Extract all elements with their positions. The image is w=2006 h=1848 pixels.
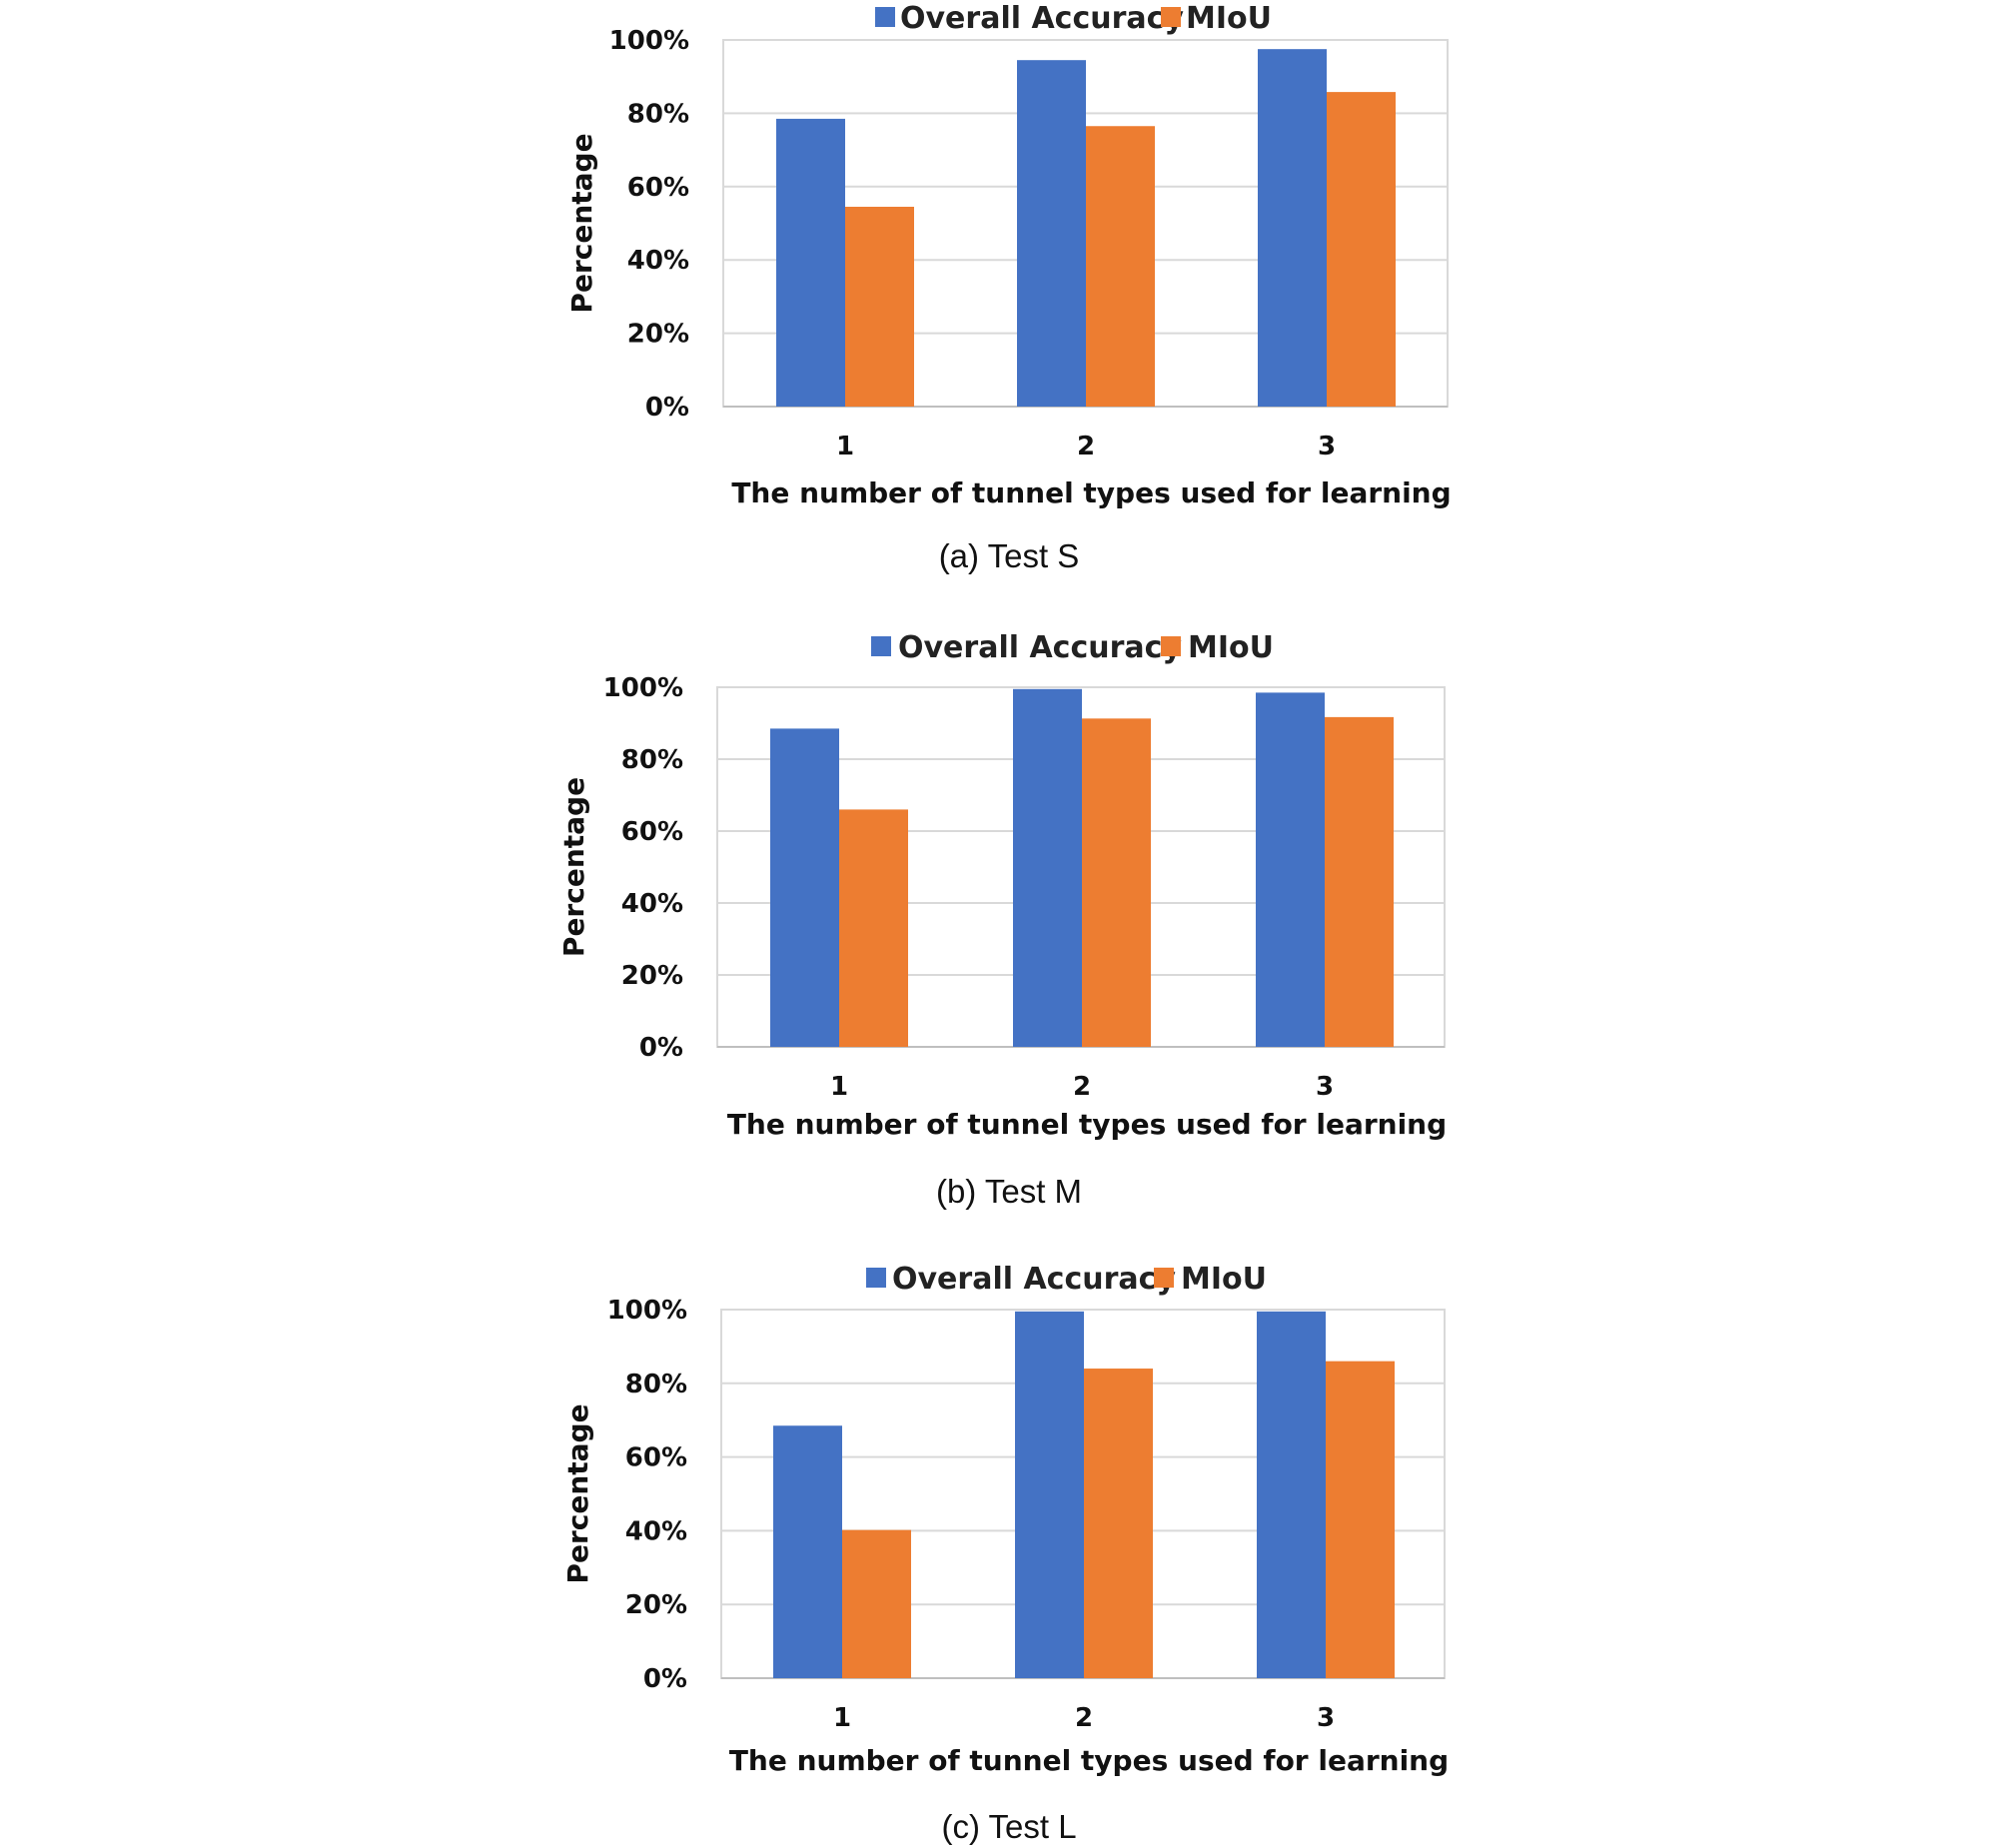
x-tick-label: 3 — [1317, 1703, 1335, 1733]
y-tick-label: 60% — [621, 817, 683, 847]
bar-miou — [1325, 716, 1394, 1047]
y-axis-title: Percentage — [561, 1403, 594, 1583]
bar-overall-accuracy — [1017, 60, 1086, 408]
x-tick-label: 3 — [1316, 1072, 1334, 1102]
bar-miou — [842, 1529, 911, 1678]
x-axis-title: The number of tunnel types used for lear… — [731, 476, 1451, 509]
legend-swatch-overall-accuracy — [866, 1268, 886, 1288]
x-tick-label: 2 — [1073, 1072, 1091, 1102]
legend-swatch-miou — [1154, 1268, 1174, 1288]
legend-label-miou: MIoU — [1186, 1, 1272, 36]
chart-panel-2: 0% 20% 40% 60% 80% 100% 1 2 3 Overall Accuracy MIo… — [557, 630, 1447, 1210]
y-tick-label: 40% — [621, 889, 683, 919]
legend-swatch-overall-accuracy — [871, 636, 891, 656]
x-tick-label: 1 — [833, 1703, 851, 1733]
x-axis-title: The number of tunnel types used for lear… — [727, 1108, 1447, 1141]
x-tick-label: 2 — [1075, 1703, 1093, 1733]
chart-panel-1: 0% 20% 40% 60% 80% 100% 1 2 3 Overall Accuracy MIo… — [565, 1, 1452, 574]
x-tick-label: 1 — [830, 1072, 848, 1102]
bar-overall-accuracy — [770, 728, 839, 1047]
x-tick-label: 3 — [1318, 432, 1336, 462]
y-tick-label: 40% — [627, 246, 689, 276]
bar-overall-accuracy — [1258, 49, 1327, 408]
y-tick-label: 20% — [625, 1590, 687, 1620]
bar-miou — [1327, 92, 1396, 407]
y-tick-label: 60% — [627, 173, 689, 203]
bar-overall-accuracy — [776, 118, 845, 407]
y-tick-label: 80% — [621, 745, 683, 775]
bar-miou — [1082, 718, 1151, 1047]
bar-miou — [1084, 1369, 1153, 1678]
bar-overall-accuracy — [773, 1425, 842, 1678]
y-tick-label: 0% — [643, 1664, 687, 1694]
bar-miou — [1326, 1361, 1395, 1678]
legend-swatch-miou — [1161, 7, 1181, 27]
y-tick-label: 20% — [627, 320, 689, 350]
y-axis-title: Percentage — [557, 777, 590, 957]
y-tick-label: 80% — [625, 1370, 687, 1399]
y-tick-label: 0% — [645, 393, 689, 423]
figure-caption: (a) Test S — [939, 537, 1080, 574]
x-tick-label: 1 — [836, 432, 854, 462]
bar-overall-accuracy — [1256, 692, 1325, 1047]
legend-label-miou: MIoU — [1188, 630, 1274, 665]
legend-swatch-miou — [1161, 636, 1181, 656]
y-axis-title: Percentage — [565, 133, 598, 313]
legend-label-miou: MIoU — [1181, 1262, 1267, 1297]
bar-miou — [845, 206, 914, 407]
figure-caption: (c) Test L — [941, 1808, 1076, 1845]
y-tick-label: 60% — [625, 1443, 687, 1473]
chart-panel-3: 0% 20% 40% 60% 80% 100% 1 2 3 Overall Accuracy MIo… — [561, 1262, 1449, 1845]
y-tick-label: 100% — [609, 26, 689, 56]
y-tick-label: 80% — [627, 99, 689, 129]
bar-miou — [839, 809, 908, 1047]
y-tick-label: 100% — [603, 673, 683, 703]
bar-overall-accuracy — [1257, 1311, 1326, 1678]
x-tick-label: 2 — [1077, 432, 1095, 462]
y-tick-label: 20% — [621, 961, 683, 991]
y-tick-label: 40% — [625, 1516, 687, 1546]
figure-caption: (b) Test M — [936, 1173, 1082, 1210]
bar-overall-accuracy — [1015, 1311, 1084, 1678]
legend-label-overall-accuracy: Overall Accuracy — [900, 1, 1184, 36]
legend-label-overall-accuracy: Overall Accuracy — [892, 1262, 1176, 1297]
y-tick-label: 0% — [639, 1033, 683, 1063]
x-axis-title: The number of tunnel types used for lear… — [729, 1744, 1449, 1777]
legend-label-overall-accuracy: Overall Accuracy — [898, 630, 1182, 665]
legend-swatch-overall-accuracy — [875, 7, 895, 27]
bar-overall-accuracy — [1013, 688, 1082, 1047]
bar-miou — [1086, 126, 1155, 408]
y-tick-label: 100% — [607, 1296, 687, 1326]
